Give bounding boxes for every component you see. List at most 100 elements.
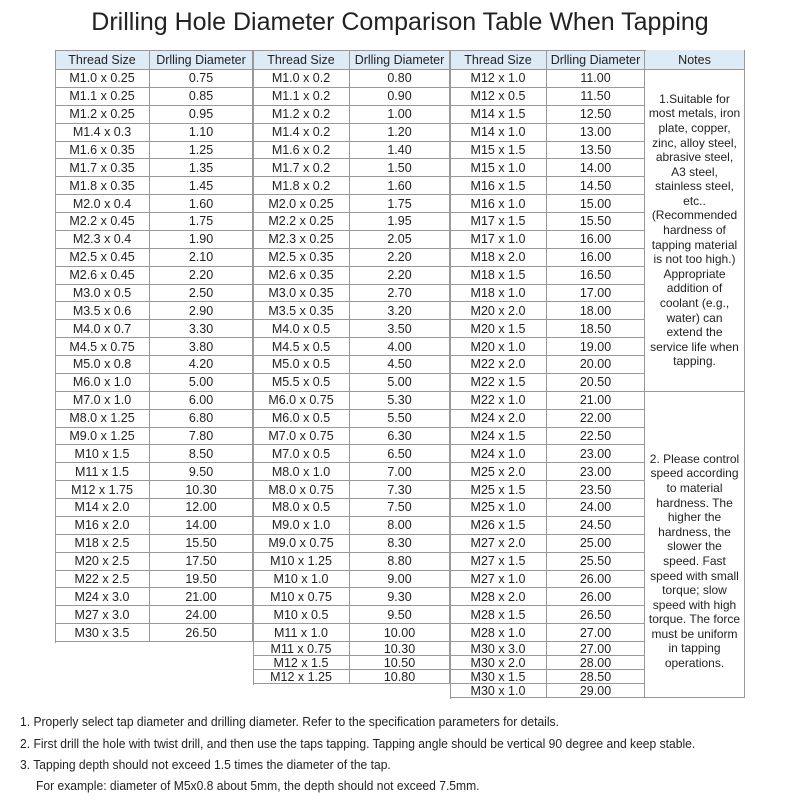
drilling-diameter-cell: 1.75 bbox=[350, 195, 450, 213]
thread-size-cell: M18 x 1.5 bbox=[450, 266, 547, 285]
drilling-diameter-cell: 1.75 bbox=[150, 213, 253, 231]
thread-size-cell: M3.0 x 0.5 bbox=[55, 284, 150, 303]
drilling-diameter-cell: 27.00 bbox=[547, 624, 645, 642]
thread-size-cell: M12 x 1.0 bbox=[450, 70, 547, 88]
thread-size-cell: M10 x 1.25 bbox=[253, 552, 350, 571]
thread-size-cell: M14 x 1.5 bbox=[450, 105, 547, 124]
drilling-diameter-cell: 3.30 bbox=[150, 320, 253, 339]
drilling-diameter-cell: 7.00 bbox=[350, 463, 450, 482]
drilling-diameter-cell: 10.30 bbox=[150, 481, 253, 499]
thread-size-cell: M11 x 1.0 bbox=[253, 624, 350, 642]
thread-size-cell: M12 x 1.5 bbox=[253, 656, 350, 670]
drilling-diameter-cell: 2.20 bbox=[150, 266, 253, 285]
drilling-diameter-cell: 18.50 bbox=[547, 320, 645, 339]
drilling-diameter-cell: 0.85 bbox=[150, 87, 253, 106]
footnote-2: 2. First drill the hole with twist drill… bbox=[20, 736, 696, 751]
drilling-diameter-cell: 6.50 bbox=[350, 445, 450, 464]
drilling-diameter-cell: 11.50 bbox=[547, 87, 645, 106]
drilling-diameter-cell: 5.00 bbox=[350, 373, 450, 392]
drilling-diameter-cell: 25.50 bbox=[547, 552, 645, 571]
thread-size-cell: M15 x 1.0 bbox=[450, 159, 547, 178]
thread-size-cell: M16 x 1.0 bbox=[450, 195, 547, 213]
drilling-diameter-cell: 18.00 bbox=[547, 302, 645, 321]
footnote-1: 1. Properly select tap diameter and dril… bbox=[20, 714, 559, 729]
page-title: Drilling Hole Diameter Comparison Table … bbox=[91, 8, 709, 36]
thread-size-cell: M4.5 x 0.75 bbox=[55, 338, 150, 356]
drilling-diameter-cell: 16.50 bbox=[547, 266, 645, 285]
drilling-diameter-cell: 10.50 bbox=[350, 656, 450, 670]
thread-size-cell: M27 x 3.0 bbox=[55, 606, 150, 625]
drilling-diameter-cell: 9.00 bbox=[350, 570, 450, 589]
drilling-diameter-cell: 21.00 bbox=[547, 391, 645, 410]
drilling-diameter-cell: 28.00 bbox=[547, 656, 645, 670]
thread-size-cell: M1.4 x 0.3 bbox=[55, 123, 150, 142]
thread-size-cell: M28 x 1.0 bbox=[450, 624, 547, 642]
thread-size-cell: M5.0 x 0.8 bbox=[55, 356, 150, 374]
thread-size-cell: M10 x 0.5 bbox=[253, 606, 350, 625]
thread-size-cell: M6.0 x 0.5 bbox=[253, 409, 350, 428]
drilling-diameter-cell: 25.00 bbox=[547, 534, 645, 553]
drilling-diameter-cell: 4.00 bbox=[350, 338, 450, 356]
thread-size-cell: M1.2 x 0.25 bbox=[55, 105, 150, 124]
thread-size-cell: M2.6 x 0.35 bbox=[253, 266, 350, 285]
drilling-diameter-cell: 24.00 bbox=[547, 499, 645, 517]
drilling-diameter-cell: 27.00 bbox=[547, 642, 645, 656]
drilling-diameter-cell: 1.20 bbox=[350, 123, 450, 142]
drilling-diameter-cell: 24.00 bbox=[150, 606, 253, 625]
drilling-diameter-cell: 7.30 bbox=[350, 481, 450, 499]
footnote-4: For example: diameter of M5x0.8 about 5m… bbox=[36, 778, 480, 793]
thread-size-cell: M3.0 x 0.35 bbox=[253, 284, 350, 303]
thread-size-cell: M7.0 x 0.5 bbox=[253, 445, 350, 464]
notes-cell-1: 1.Suitable for most metals, iron plate, … bbox=[645, 70, 745, 392]
drilling-diameter-cell: 7.50 bbox=[350, 499, 450, 517]
drilling-diameter-cell: 1.90 bbox=[150, 230, 253, 249]
thread-size-cell: M4.5 x 0.5 bbox=[253, 338, 350, 356]
drilling-diameter-cell: 10.00 bbox=[350, 624, 450, 642]
thread-size-cell: M30 x 3.0 bbox=[450, 642, 547, 656]
thread-size-cell: M2.3 x 0.25 bbox=[253, 230, 350, 249]
table-column-group bbox=[55, 50, 254, 643]
drilling-diameter-cell: 1.50 bbox=[350, 159, 450, 178]
drilling-diameter-cell: 4.50 bbox=[350, 356, 450, 374]
header-drilling-diameter: Drlling Diameter bbox=[547, 50, 645, 70]
drilling-diameter-cell: 21.00 bbox=[150, 588, 253, 607]
thread-size-cell: M16 x 2.0 bbox=[55, 516, 150, 535]
thread-size-cell: M14 x 1.0 bbox=[450, 123, 547, 142]
table-column-group bbox=[450, 50, 646, 699]
drilling-diameter-cell: 4.20 bbox=[150, 356, 253, 374]
header-thread-size: Thread Size bbox=[55, 50, 150, 70]
thread-size-cell: M17 x 1.5 bbox=[450, 213, 547, 231]
drilling-diameter-cell: 2.50 bbox=[150, 284, 253, 303]
drilling-diameter-cell: 10.30 bbox=[350, 642, 450, 656]
drilling-diameter-cell: 20.50 bbox=[547, 373, 645, 392]
drilling-diameter-cell: 3.80 bbox=[150, 338, 253, 356]
thread-size-cell: M12 x 1.25 bbox=[253, 670, 350, 684]
thread-size-cell: M22 x 1.0 bbox=[450, 391, 547, 410]
thread-size-cell: M2.0 x 0.25 bbox=[253, 195, 350, 213]
drilling-diameter-cell: 5.30 bbox=[350, 391, 450, 410]
header-thread-size: Thread Size bbox=[450, 50, 547, 70]
thread-size-cell: M28 x 1.5 bbox=[450, 606, 547, 625]
drilling-diameter-cell: 17.00 bbox=[547, 284, 645, 303]
thread-size-cell: M27 x 1.5 bbox=[450, 552, 547, 571]
thread-size-cell: M6.0 x 1.0 bbox=[55, 373, 150, 392]
drilling-diameter-cell: 28.50 bbox=[547, 670, 645, 684]
drilling-diameter-cell: 1.35 bbox=[150, 159, 253, 178]
drilling-diameter-cell: 2.20 bbox=[350, 248, 450, 267]
thread-size-cell: M2.5 x 0.35 bbox=[253, 248, 350, 267]
header-drilling-diameter: Drlling Diameter bbox=[150, 50, 253, 70]
thread-size-cell: M30 x 3.5 bbox=[55, 624, 150, 642]
thread-size-cell: M9.0 x 1.25 bbox=[55, 427, 150, 446]
drilling-diameter-cell: 0.90 bbox=[350, 87, 450, 106]
drilling-diameter-cell: 19.50 bbox=[150, 570, 253, 589]
thread-size-cell: M5.0 x 0.5 bbox=[253, 356, 350, 374]
drilling-diameter-cell: 23.00 bbox=[547, 445, 645, 464]
drilling-diameter-cell: 1.40 bbox=[350, 141, 450, 160]
drilling-diameter-cell: 13.00 bbox=[547, 123, 645, 142]
thread-size-cell: M1.0 x 0.2 bbox=[253, 70, 350, 88]
drilling-diameter-cell: 8.00 bbox=[350, 516, 450, 535]
thread-size-cell: M7.0 x 1.0 bbox=[55, 391, 150, 410]
thread-size-cell: M25 x 1.5 bbox=[450, 481, 547, 499]
header-drilling-diameter: Drlling Diameter bbox=[350, 50, 450, 70]
thread-size-cell: M22 x 1.5 bbox=[450, 373, 547, 392]
